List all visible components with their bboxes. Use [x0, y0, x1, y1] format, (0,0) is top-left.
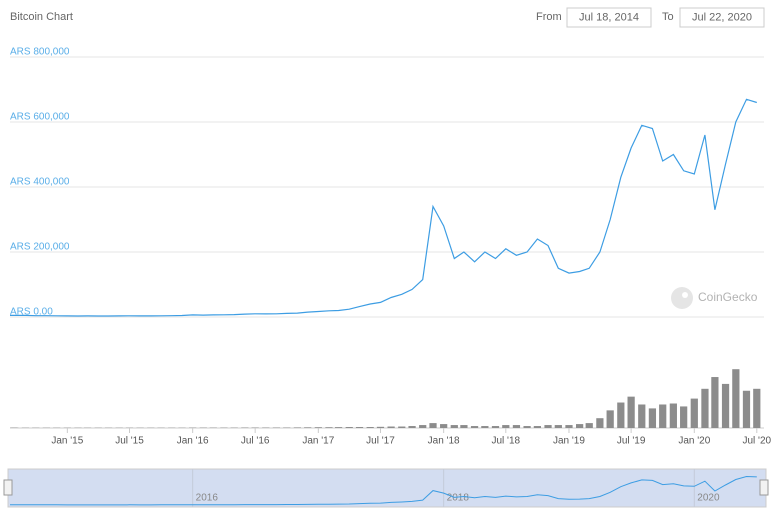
navigator-tick-label: 2020: [697, 493, 720, 504]
volume-bar: [690, 398, 698, 428]
navigator-handle-left[interactable]: [3, 479, 13, 496]
navigator-handle-right[interactable]: [759, 479, 769, 496]
navigator-line: [10, 475, 757, 506]
volume-bar: [387, 426, 395, 428]
volume-bar: [314, 427, 322, 428]
volume-bar: [304, 427, 312, 428]
volume-bar: [565, 425, 573, 428]
volume-bar: [554, 425, 562, 428]
volume-bar: [470, 426, 479, 428]
volume-bar: [523, 426, 531, 428]
volume-bar: [355, 427, 364, 428]
volume-bar: [481, 426, 489, 428]
x-tick-label: Jan '16: [177, 436, 209, 447]
watermark-text: CoinGecko: [698, 290, 758, 304]
navigator-tick-label: 2016: [196, 493, 219, 504]
volume-bar: [491, 426, 500, 428]
volume-bar: [408, 426, 416, 428]
volume-bar: [701, 388, 709, 428]
volume-bar: [376, 426, 385, 428]
volume-bar: [460, 425, 468, 428]
volume-bar: [648, 408, 657, 428]
volume-bar: [617, 402, 625, 428]
x-tick-label: Jul '17: [366, 436, 395, 447]
volume-bar: [345, 427, 353, 428]
watermark-eye: [682, 292, 688, 298]
volume-bar: [742, 390, 751, 428]
volume-bar: [502, 425, 510, 428]
volume-bar: [293, 427, 302, 428]
from-label: From: [536, 11, 562, 23]
volume-bar: [753, 388, 761, 428]
x-tick-label: Jul '20: [742, 436, 771, 447]
x-tick-label: Jan '19: [553, 436, 585, 447]
volume-bar: [398, 426, 406, 428]
volume-bar: [732, 369, 740, 428]
volume-bar: [680, 406, 688, 428]
y-tick-label: ARS 400,000: [10, 177, 70, 188]
volume-bar: [659, 404, 667, 428]
y-tick-label: ARS 0.00: [10, 307, 53, 318]
to-input[interactable]: [679, 7, 765, 28]
x-tick-label: Jul '18: [492, 436, 521, 447]
volume-bar: [334, 427, 343, 428]
from-value[interactable]: Jul 18, 2014: [579, 11, 639, 23]
to-value[interactable]: Jul 22, 2020: [692, 11, 752, 23]
volume-bar: [366, 427, 374, 428]
navigator-window[interactable]: [7, 468, 767, 508]
x-tick-label: Jul '19: [617, 436, 646, 447]
navigator-tick-label: 2018: [447, 493, 470, 504]
volume-bar: [544, 425, 552, 428]
x-tick-label: Jan '18: [428, 436, 460, 447]
watermark: CoinGecko: [671, 287, 758, 309]
chart-title: Bitcoin Chart: [10, 11, 73, 23]
volume-bar: [450, 425, 458, 428]
x-tick-label: Jan '17: [302, 436, 334, 447]
x-tick-label: Jul '15: [115, 436, 144, 447]
x-tick-label: Jul '16: [241, 436, 270, 447]
volume-bar: [440, 424, 448, 428]
volume-bar: [721, 383, 730, 428]
y-tick-label: ARS 800,000: [10, 47, 70, 58]
volume-bar: [533, 426, 542, 428]
volume-bar: [669, 403, 677, 428]
volume-bar: [585, 423, 593, 428]
y-tick-label: ARS 200,000: [10, 242, 70, 253]
volume-bar: [606, 410, 614, 428]
from-input[interactable]: [566, 7, 652, 28]
volume-bar: [638, 404, 646, 428]
volume-bar: [325, 427, 333, 428]
price-line: [9, 98, 757, 317]
volume-bar: [419, 425, 427, 428]
volume-bar: [429, 423, 437, 428]
volume-bar: [576, 424, 584, 428]
volume-bar: [627, 396, 635, 428]
watermark-icon: [671, 287, 693, 309]
volume-bar: [596, 418, 604, 428]
to-label: To: [662, 11, 674, 23]
volume-bar: [711, 377, 719, 428]
x-tick-label: Jan '15: [51, 436, 83, 447]
volume-bar: [512, 425, 521, 428]
y-tick-label: ARS 600,000: [10, 112, 70, 123]
x-tick-label: Jan '20: [678, 436, 710, 447]
